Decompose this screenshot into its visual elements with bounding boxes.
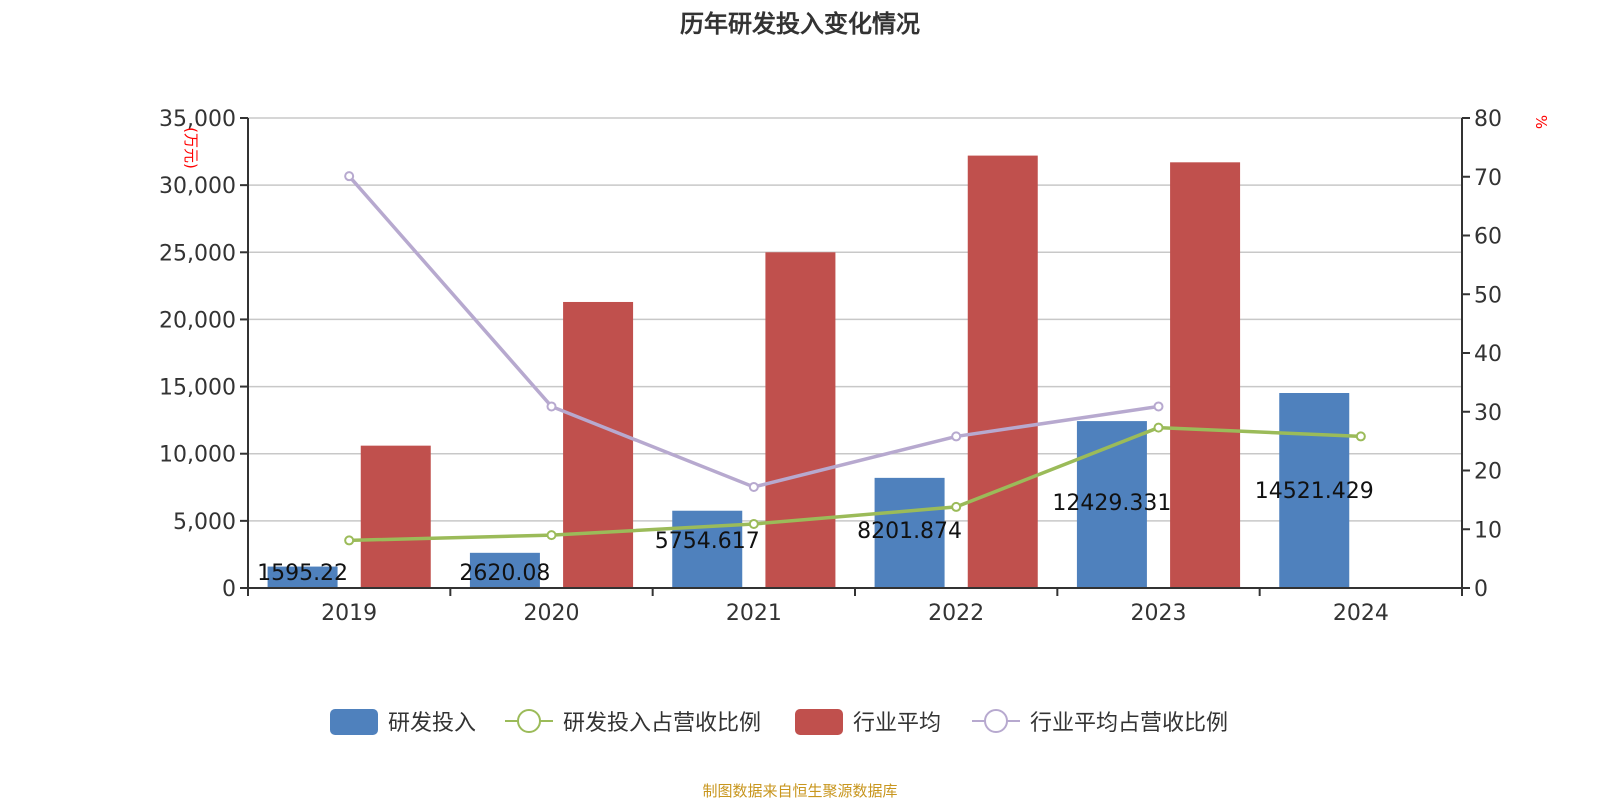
right-axis-tick-label: 80: [1474, 107, 1502, 132]
bar-data-label: 12429.331: [1052, 491, 1171, 516]
bar-data-label: 2620.08: [459, 561, 550, 586]
right-axis-tick-label: 50: [1474, 283, 1502, 308]
bar-industry: [765, 252, 836, 589]
line-point: [546, 401, 557, 412]
left-axis-tick-label: 5,000: [173, 510, 236, 535]
line-point: [748, 481, 759, 492]
right-axis-tick-label: 20: [1474, 460, 1502, 485]
left-axis-unit: (万元): [182, 127, 200, 169]
line-point: [344, 171, 355, 182]
bar-industry: [360, 445, 431, 588]
bar-data-label: 8201.874: [857, 519, 962, 544]
legend-label: 研发投入占营收比例: [563, 711, 761, 736]
right-axis-tick-label: 30: [1474, 401, 1502, 426]
chart-title: 历年研发投入变化情况: [680, 10, 920, 38]
line-point: [1355, 431, 1366, 442]
legend-swatch: [795, 709, 843, 735]
bar-data-label: 14521.429: [1255, 479, 1374, 504]
line-point: [1153, 422, 1164, 433]
legend-marker: [984, 709, 1008, 733]
bar-industry: [967, 155, 1038, 588]
x-axis-tick-label: 2019: [321, 601, 377, 626]
bar-rd: [267, 566, 338, 588]
line-point: [951, 501, 962, 512]
bar-rd: [1279, 392, 1350, 588]
left-axis-tick-label: 35,000: [159, 107, 236, 132]
bar-data-label: 1595.22: [257, 561, 348, 586]
bar-rd: [874, 477, 945, 588]
left-axis-tick-label: 0: [222, 577, 236, 602]
x-axis-tick-label: 2023: [1131, 601, 1187, 626]
bar-industry: [563, 301, 634, 588]
legend-label: 行业平均: [853, 711, 941, 736]
left-axis-tick-label: 15,000: [159, 376, 236, 401]
line-point: [1153, 401, 1164, 412]
right-axis-tick-label: 70: [1474, 166, 1502, 191]
line-point: [344, 535, 355, 546]
line-point: [748, 518, 759, 529]
x-axis-tick-label: 2024: [1333, 601, 1389, 626]
left-axis-tick-label: 25,000: [159, 241, 236, 266]
bar-industry: [1170, 162, 1241, 589]
right-axis-tick-label: 10: [1474, 518, 1502, 543]
bar-rd: [469, 552, 540, 588]
x-axis-tick-label: 2022: [928, 601, 984, 626]
line-series: [349, 425, 1361, 543]
x-axis-tick-label: 2020: [524, 601, 580, 626]
right-axis-tick-label: 40: [1474, 342, 1502, 367]
right-axis-tick-label: 0: [1474, 577, 1488, 602]
legend-label: 行业平均占营收比例: [1030, 711, 1228, 736]
right-axis-unit: %: [1532, 115, 1550, 129]
line-point: [546, 530, 557, 541]
source-footer: 制图数据来自恒生聚源数据库: [702, 782, 897, 800]
left-axis-tick-label: 10,000: [159, 443, 236, 468]
legend-label: 研发投入: [388, 711, 476, 736]
line-point: [951, 431, 962, 442]
legend-marker: [517, 709, 541, 733]
bar-rd: [1076, 421, 1147, 588]
x-axis-tick-label: 2021: [726, 601, 782, 626]
right-axis-tick-label: 60: [1474, 225, 1502, 250]
left-axis-tick-label: 20,000: [159, 308, 236, 333]
legend-swatch: [330, 709, 378, 735]
left-axis-tick-label: 30,000: [159, 174, 236, 199]
bar-data-label: 5754.617: [655, 529, 760, 554]
